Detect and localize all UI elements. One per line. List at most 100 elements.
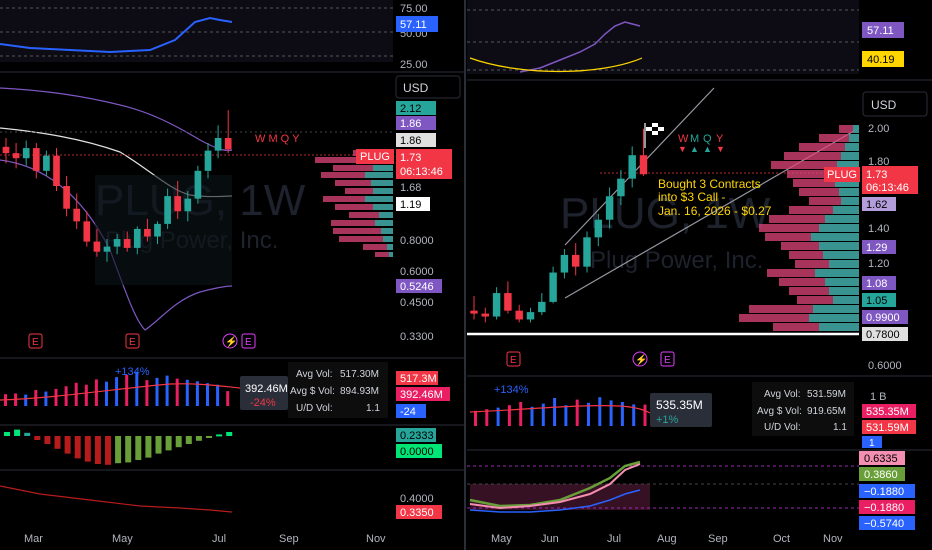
candle-body: [549, 272, 557, 302]
volume-profile-bar-down: [793, 179, 859, 187]
arrow-down-icon: ▼: [678, 144, 687, 154]
volume-bar: [115, 377, 119, 406]
left-osc-tag-2: 0.0000: [396, 444, 442, 458]
oscillator-bar: [74, 436, 81, 459]
svg-text:40.19: 40.19: [867, 54, 895, 66]
volume-profile-bar-down: [799, 188, 859, 196]
volume-bar: [135, 371, 139, 406]
svg-text:E: E: [664, 355, 671, 366]
svg-text:⚡: ⚡: [635, 353, 647, 366]
volume-bar: [598, 397, 602, 426]
svg-text:1.73: 1.73: [400, 152, 421, 164]
left-earnings-marker-1[interactable]: E: [28, 333, 43, 349]
svg-text:−0.1880: −0.1880: [864, 486, 904, 498]
right-time-label: Nov: [823, 533, 843, 545]
volume-profile-bar-down: [331, 220, 393, 226]
left-rsi-line: [0, 16, 233, 54]
volume-profile-bar-down: [797, 296, 859, 304]
candle-body: [560, 254, 569, 273]
candle-body: [617, 178, 625, 197]
volume-profile-bar-down: [323, 196, 393, 202]
candle-body: [583, 237, 591, 267]
right-tag-t6: 0.7800: [862, 327, 908, 341]
left-currency-button[interactable]: USD: [395, 75, 461, 99]
oscillator-bar: [185, 436, 192, 444]
svg-text:1.62: 1.62: [866, 199, 887, 211]
right-rsi-tag-1: 57.11: [862, 22, 904, 38]
svg-text:Avg $ Vol:: Avg $ Vol:: [757, 406, 802, 417]
left-tag-band-mid: 1.86: [396, 116, 436, 130]
svg-text:-24: -24: [400, 406, 416, 418]
svg-text:PLUG: PLUG: [360, 151, 390, 163]
volume-profile-bar-down: [771, 161, 859, 169]
candle-body: [113, 239, 121, 247]
volume-profile-bar-down: [787, 170, 859, 178]
volume-profile-bar-down: [809, 197, 859, 205]
volume-profile-bar-up: [837, 161, 859, 169]
right-vol-tag-1: 535.35M: [862, 404, 916, 418]
right-dividend-marker[interactable]: ⚡: [632, 351, 648, 367]
volume-bar: [564, 405, 568, 426]
candle-body: [639, 155, 648, 175]
volume-profile-bar-up: [371, 180, 393, 186]
oscillator-bar: [14, 429, 21, 436]
volume-bar: [195, 381, 199, 406]
left-time-label: Jul: [212, 533, 226, 545]
right-earnings-marker[interactable]: E: [506, 351, 521, 367]
volume-bar: [64, 386, 68, 406]
volume-profile-bar-up: [389, 252, 393, 257]
volume-profile-bar-down: [345, 188, 393, 194]
right-chart[interactable]: 57.11 40.19 USD PLUG, 1W Plug Power, Inc…: [467, 0, 932, 545]
volume-profile-bar-up: [373, 165, 393, 171]
arrow-up-icon: ▲: [690, 144, 699, 154]
right-time-label: May: [491, 533, 512, 545]
left-axis-label: 1.68: [400, 182, 421, 194]
right-time-label: Aug: [657, 533, 677, 545]
left-earnings-marker-3[interactable]: E: [241, 333, 256, 349]
left-vol-tag-3: -24: [396, 404, 426, 418]
candle-body: [515, 310, 523, 320]
svg-text:517.3M: 517.3M: [400, 373, 437, 385]
candle-body: [43, 155, 50, 171]
left-shaded-region: [95, 175, 232, 285]
left-dividend-marker[interactable]: ⚡: [222, 333, 238, 349]
volume-profile-bar-down: [769, 215, 859, 223]
right-time-label: Jul: [607, 533, 621, 545]
svg-text:894.93M: 894.93M: [340, 386, 379, 397]
svg-text:⚡: ⚡: [225, 335, 237, 348]
right-osc-tag-3: −0.1880: [859, 484, 915, 498]
left-currency-label: USD: [403, 81, 429, 95]
right-wmqy-y: Y: [716, 133, 724, 145]
left-chart[interactable]: 75.00 50.00 25.00 57.11 USD PLUG, 1W Plu…: [0, 0, 465, 545]
volume-profile-bar-up: [853, 125, 859, 133]
volume-bar: [206, 383, 209, 406]
oscillator-bar: [44, 436, 51, 444]
candle-body: [154, 223, 161, 237]
oscillator-bar: [24, 432, 31, 436]
left-axis-label: 0.6000: [400, 266, 434, 278]
volume-bar: [632, 404, 636, 426]
volume-bar: [84, 384, 88, 406]
right-axis-label: 1.20: [868, 258, 889, 270]
volume-profile-bar-up: [819, 323, 859, 331]
left-earnings-marker-2[interactable]: E: [125, 333, 140, 349]
right-vol-tag-3: 1: [862, 436, 882, 449]
annotation-line-2: into $3 Call -: [658, 190, 725, 204]
right-earnings-marker-2[interactable]: E: [660, 351, 675, 367]
volume-profile-bar-up: [379, 212, 393, 218]
right-volume-stats: Avg Vol: 531.59M Avg $ Vol: 919.65M U/D …: [752, 382, 854, 436]
volume-profile-bar-down: [349, 212, 393, 218]
volume-profile-bar-down: [335, 180, 393, 186]
annotation-line-3: Jan. 16, 2026 - $0.27: [658, 204, 772, 218]
svg-text:−0.5740: −0.5740: [864, 518, 904, 530]
svg-text:1.86: 1.86: [400, 118, 421, 130]
svg-text:57.11: 57.11: [867, 25, 894, 37]
right-time-label: Oct: [773, 533, 790, 545]
volume-profile-bar-up: [365, 196, 393, 202]
candle-body: [184, 198, 192, 212]
left-bottom-line: [0, 485, 233, 513]
svg-text:E: E: [510, 355, 517, 366]
right-currency-button[interactable]: USD: [862, 91, 928, 117]
svg-text:0.9900: 0.9900: [866, 312, 900, 324]
svg-text:1.73: 1.73: [866, 169, 887, 181]
